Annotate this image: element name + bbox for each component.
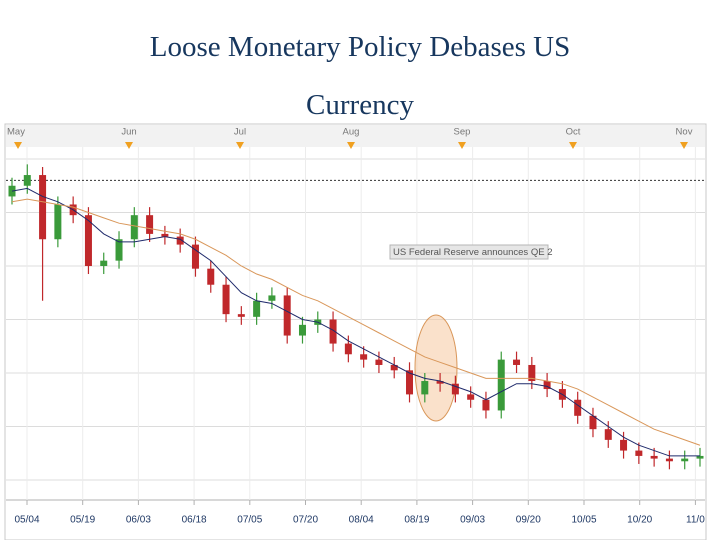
month-marker — [680, 142, 688, 149]
candle-body — [146, 215, 154, 234]
candle-body — [253, 300, 261, 317]
x-tick-label: 08/04 — [349, 515, 374, 526]
month-label: Jun — [121, 127, 136, 138]
month-label: Oct — [566, 127, 581, 138]
x-tick-label: 09/03 — [460, 515, 485, 526]
candle-body — [84, 215, 92, 266]
candle-body — [222, 284, 230, 315]
month-marker — [569, 142, 577, 149]
candle-body — [528, 364, 536, 382]
candle-body — [54, 204, 62, 240]
annotation: US Federal Reserve announces QE 2 — [393, 247, 552, 258]
moving-average — [11, 198, 701, 446]
month-marker — [14, 142, 22, 149]
candle-body — [360, 354, 368, 360]
candle-body — [543, 381, 551, 390]
candle-body — [23, 175, 31, 186]
x-tick-label: 07/05 — [237, 515, 262, 526]
moving-average — [11, 187, 700, 457]
candle-body — [130, 215, 138, 240]
annotation-box — [389, 244, 549, 260]
candle-body — [390, 364, 398, 371]
candle-body — [161, 233, 169, 237]
candle-body — [207, 268, 215, 285]
x-tick-label: 08/19 — [404, 515, 429, 526]
candle-body — [191, 244, 199, 269]
axes: 05/04 05/19 06/03 06/18 07/05 07/20 08/04 08/19… — [7, 127, 705, 526]
x-tick-label: 05/19 — [70, 515, 95, 526]
chart-frame — [4, 123, 707, 540]
x-tick-label: 11/0 — [686, 515, 705, 526]
month-marker — [125, 142, 133, 149]
highlight-ellipse — [414, 314, 458, 422]
month-label: Nov — [676, 127, 693, 138]
candle-body — [665, 458, 673, 462]
candle-body — [115, 239, 123, 261]
candle-body — [283, 295, 291, 336]
marks — [6, 164, 705, 470]
candle-body — [681, 458, 689, 462]
month-label: Aug — [343, 127, 360, 138]
candle-body — [696, 455, 704, 459]
candle-body — [375, 359, 383, 365]
candle-body — [635, 450, 643, 456]
candle-body — [344, 343, 352, 355]
candle-body — [513, 359, 521, 365]
candle-body — [650, 455, 658, 459]
candle-body — [39, 175, 47, 240]
candle-body — [604, 429, 612, 440]
candle-body — [406, 370, 414, 395]
candle-body — [436, 381, 444, 384]
month-marker — [236, 142, 244, 149]
grid — [6, 147, 705, 500]
candle-body — [482, 399, 490, 411]
candle-body — [451, 383, 459, 395]
candle-body — [467, 394, 475, 400]
month-label: Sep — [454, 127, 471, 138]
candle-body — [421, 381, 429, 395]
x-tick-label: 06/18 — [182, 515, 207, 526]
month-marker — [347, 142, 355, 149]
candle-body — [589, 415, 597, 430]
x-tick-label: 06/03 — [126, 515, 151, 526]
month-bar — [6, 125, 705, 147]
slide-title: Loose Monetary Policy Debases US Currenc… — [149, 31, 571, 121]
candle-body — [268, 295, 276, 301]
x-tick-label: 10/05 — [571, 515, 596, 526]
candle-body — [237, 314, 245, 317]
candle-body — [620, 439, 628, 451]
candle-body — [497, 359, 505, 411]
x-tick-label: 10/20 — [627, 515, 652, 526]
candle-body — [176, 236, 184, 245]
month-label: May — [7, 127, 25, 138]
candle-body — [574, 399, 582, 416]
month-marker — [458, 142, 466, 149]
candle-body — [329, 319, 337, 344]
candle-body — [298, 324, 306, 336]
x-tick-label: 05/04 — [14, 515, 39, 526]
x-tick-label: 07/20 — [293, 515, 318, 526]
month-label: Jul — [234, 127, 246, 138]
candle-body — [100, 260, 108, 266]
x-tick-label: 09/20 — [516, 515, 541, 526]
